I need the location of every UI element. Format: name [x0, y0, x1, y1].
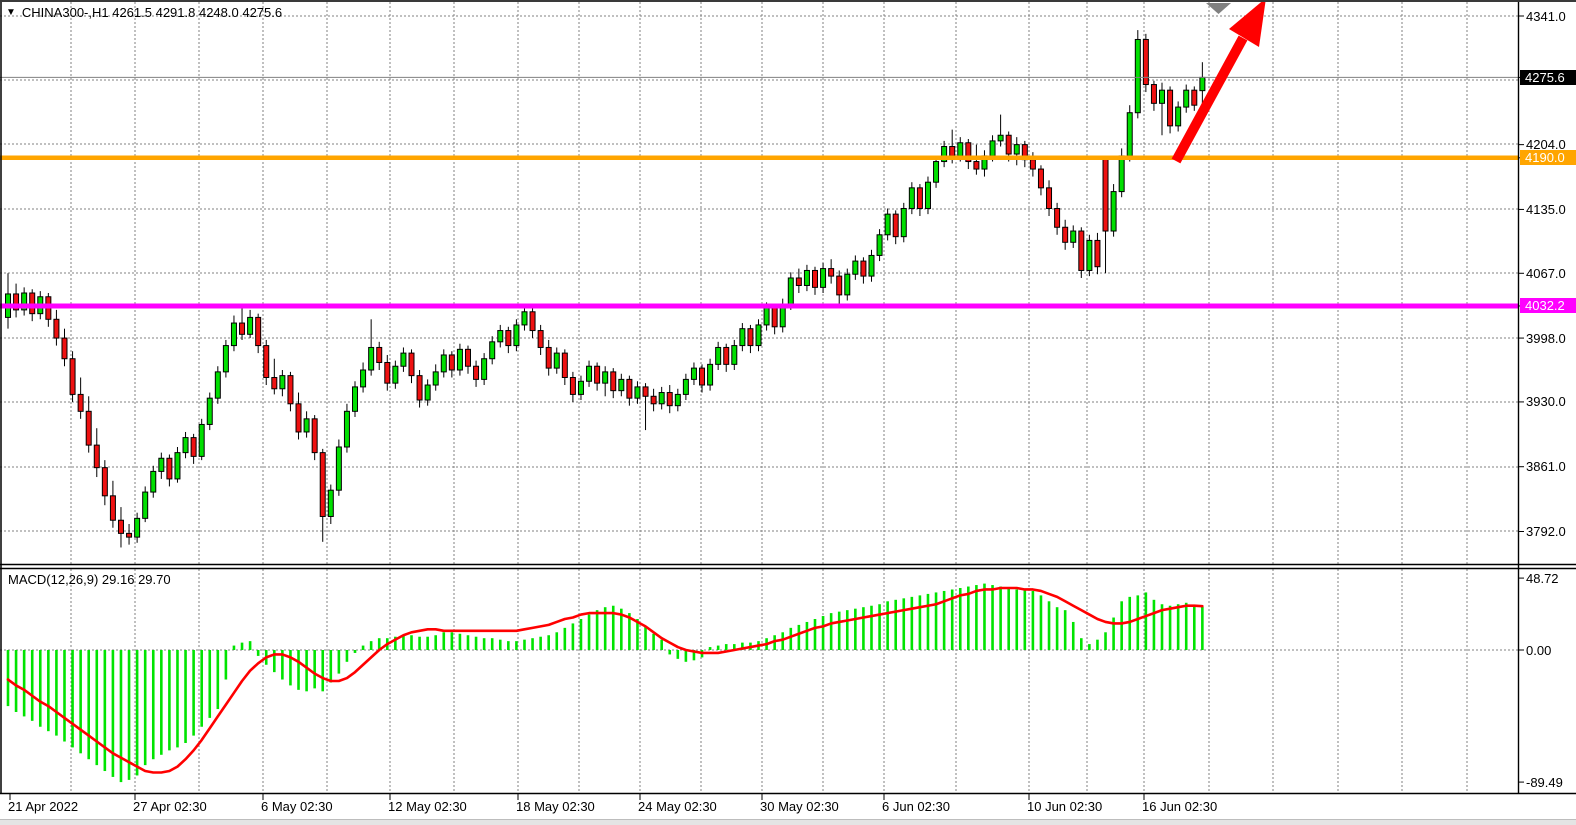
- trend-arrow-annotation[interactable]: [1171, 0, 1266, 164]
- window-bottom-strip: [0, 819, 1576, 825]
- time-axis-label: 18 May 02:30: [516, 799, 595, 814]
- macd-series: [6, 583, 1204, 783]
- time-axis-label: 6 May 02:30: [261, 799, 333, 814]
- price-axis-label: 3930.0: [1526, 394, 1566, 410]
- macd-grid: [0, 569, 1518, 793]
- macd-indicator-label: MACD(12,26,9) 29.16 29.70: [8, 572, 171, 587]
- level-price-badge: 4190.0: [1520, 150, 1576, 166]
- candlestick-series: [5, 30, 1206, 548]
- symbol-dropdown-icon[interactable]: ▼: [6, 7, 16, 18]
- price-axis-label: 3861.0: [1526, 459, 1566, 475]
- window-top-border: [0, 0, 1576, 2]
- price-axis-label: 4135.0: [1526, 201, 1566, 217]
- time-axis-label: 27 Apr 02:30: [133, 799, 207, 814]
- price-axis-label: 4341.0: [1526, 8, 1566, 24]
- symbol-ohlc-title: CHINA300-,H1 4261.5 4291.8 4248.0 4275.6: [21, 5, 283, 20]
- macd-signal-line: [6, 586, 1204, 774]
- time-axis-label: 30 May 02:30: [760, 799, 839, 814]
- price-axis-label: 4067.0: [1526, 265, 1566, 281]
- current-price-badge: 4275.6: [1520, 69, 1576, 85]
- price-axis-label: 4204.0: [1526, 137, 1566, 153]
- macd-axis-label: -89.49: [1526, 774, 1563, 790]
- price-axis-label: 3792.0: [1526, 524, 1566, 539]
- symbol-title-bar: ▼ CHINA300-,H1 4261.5 4291.8 4248.0 4275…: [6, 5, 282, 20]
- level-price-badge: 4032.2: [1520, 298, 1576, 314]
- time-axis-label: 24 May 02:30: [638, 799, 717, 814]
- time-axis-label: 6 Jun 02:30: [882, 799, 950, 814]
- main-grid: [0, 2, 1518, 564]
- time-axis-label: 12 May 02:30: [388, 799, 467, 814]
- price-axis-label: 3998.0: [1526, 330, 1566, 346]
- macd-axis-label: 48.72: [1526, 570, 1559, 586]
- time-axis-label: 21 Apr 2022: [8, 799, 79, 814]
- scroll-to-end-marker[interactable]: [1206, 3, 1231, 14]
- time-axis-label: 16 Jun 02:30: [1142, 799, 1218, 814]
- time-axis-label: 10 Jun 02:30: [1027, 799, 1103, 814]
- macd-axis-label: 0.00: [1526, 642, 1552, 658]
